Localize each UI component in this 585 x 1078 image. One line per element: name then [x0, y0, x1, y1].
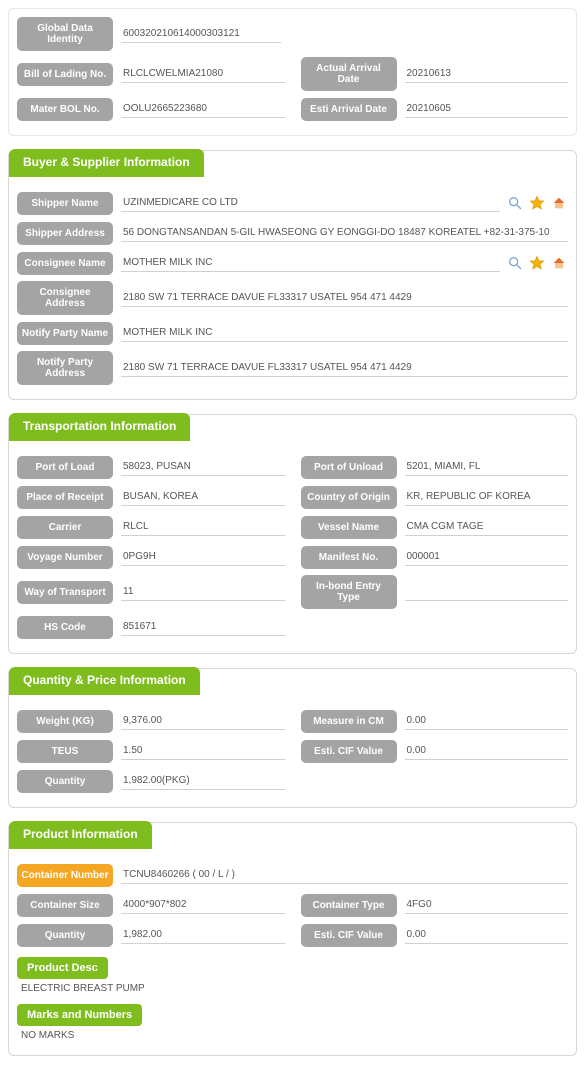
country-of-origin-label: Country of Origin [301, 486, 397, 509]
bol-no-value: RLCLCWELMIA21080 [121, 65, 285, 83]
consignee-address-label: Consignee Address [17, 281, 113, 315]
esti-arrival-value: 20210605 [405, 100, 569, 118]
port-of-unload-value: 5201, MIAMI, FL [405, 458, 569, 476]
top-section: Global Data Identity 6003202106140003031… [8, 8, 577, 136]
global-data-identity-label: Global Data Identity [17, 17, 113, 51]
hs-code-label: HS Code [17, 616, 113, 639]
product-quantity-value: 1,982.00 [121, 926, 285, 944]
esti-cif-label: Esti. CIF Value [301, 740, 397, 763]
buyer-supplier-title: Buyer & Supplier Information [9, 149, 204, 177]
notify-address-label: Notify Party Address [17, 351, 113, 385]
way-of-transport-label: Way of Transport [17, 581, 113, 604]
vessel-name-label: Vessel Name [301, 516, 397, 539]
port-of-load-label: Port of Load [17, 456, 113, 479]
search-icon[interactable] [506, 254, 524, 272]
inbond-entry-label: In-bond Entry Type [301, 575, 397, 609]
home-icon[interactable] [550, 194, 568, 212]
mater-bol-label: Mater BOL No. [17, 98, 113, 121]
esti-arrival-label: Esti Arrival Date [301, 98, 397, 121]
carrier-label: Carrier [17, 516, 113, 539]
shipper-name-label: Shipper Name [17, 192, 113, 215]
actual-arrival-value: 20210613 [405, 65, 569, 83]
product-title: Product Information [9, 821, 152, 849]
measure-cm-label: Measure in CM [301, 710, 397, 733]
weight-label: Weight (KG) [17, 710, 113, 733]
teus-label: TEUS [17, 740, 113, 763]
container-size-value: 4000*907*802 [121, 896, 285, 914]
marks-numbers-label: Marks and Numbers [17, 1004, 142, 1026]
quantity-price-title: Quantity & Price Information [9, 667, 200, 695]
shipper-address-label: Shipper Address [17, 222, 113, 245]
bol-no-label: Bill of Lading No. [17, 63, 113, 86]
search-icon[interactable] [506, 194, 524, 212]
way-of-transport-value: 11 [121, 583, 285, 601]
container-number-label: Container Number [17, 864, 113, 887]
home-icon[interactable] [550, 254, 568, 272]
product-section: Product Information Container Number TCN… [8, 822, 577, 1056]
teus-value: 1.50 [121, 742, 285, 760]
place-of-receipt-value: BUSAN, KOREA [121, 488, 285, 506]
transportation-title: Transportation Information [9, 413, 190, 441]
notify-address-value: 2180 SW 71 TERRACE DAVUE FL33317 USATEL … [121, 359, 568, 377]
inbond-entry-value [405, 583, 569, 601]
hs-code-value: 851671 [121, 618, 285, 636]
actual-arrival-label: Actual Arrival Date [301, 57, 397, 91]
shipper-action-icons [506, 194, 568, 212]
place-of-receipt-label: Place of Receipt [17, 486, 113, 509]
esti-cif-value: 0.00 [405, 742, 569, 760]
transportation-section: Transportation Information Port of Load … [8, 414, 577, 654]
port-of-load-value: 58023, PUSAN [121, 458, 285, 476]
manifest-no-label: Manifest No. [301, 546, 397, 569]
quantity-price-section: Quantity & Price Information Weight (KG)… [8, 668, 577, 808]
quantity-label: Quantity [17, 770, 113, 793]
product-esti-cif-value: 0.00 [405, 926, 569, 944]
notify-name-label: Notify Party Name [17, 322, 113, 345]
vessel-name-value: CMA CGM TAGE [405, 518, 569, 536]
product-quantity-label: Quantity [17, 924, 113, 947]
carrier-value: RLCL [121, 518, 285, 536]
consignee-action-icons [506, 254, 568, 272]
consignee-name-value: MOTHER MILK INC [121, 254, 500, 272]
shipper-address-value: 56 DONGTANSANDAN 5-GIL HWASEONG GY EONGG… [121, 224, 568, 242]
quantity-value: 1,982.00(PKG) [121, 772, 285, 790]
notify-name-value: MOTHER MILK INC [121, 324, 568, 342]
shipper-name-value: UZINMEDICARE CO LTD [121, 194, 500, 212]
weight-value: 9,376.00 [121, 712, 285, 730]
product-desc-label: Product Desc [17, 957, 108, 979]
consignee-name-label: Consignee Name [17, 252, 113, 275]
port-of-unload-label: Port of Unload [301, 456, 397, 479]
global-data-identity-value: 600320210614000303121 [121, 25, 281, 43]
product-esti-cif-label: Esti. CIF Value [301, 924, 397, 947]
container-type-label: Container Type [301, 894, 397, 917]
buyer-supplier-section: Buyer & Supplier Information Shipper Nam… [8, 150, 577, 400]
star-icon[interactable] [528, 194, 546, 212]
container-type-value: 4FG0 [405, 896, 569, 914]
country-of-origin-value: KR, REPUBLIC OF KOREA [405, 488, 569, 506]
container-size-label: Container Size [17, 894, 113, 917]
marks-numbers-value: NO MARKS [17, 1026, 568, 1047]
mater-bol-value: OOLU2665223680 [121, 100, 285, 118]
product-desc-value: ELECTRIC BREAST PUMP [17, 979, 568, 1000]
voyage-number-label: Voyage Number [17, 546, 113, 569]
container-number-value: TCNU8460266 ( 00 / L / ) [121, 866, 568, 884]
voyage-number-value: 0PG9H [121, 548, 285, 566]
measure-cm-value: 0.00 [405, 712, 569, 730]
manifest-no-value: 000001 [405, 548, 569, 566]
consignee-address-value: 2180 SW 71 TERRACE DAVUE FL33317 USATEL … [121, 289, 568, 307]
star-icon[interactable] [528, 254, 546, 272]
